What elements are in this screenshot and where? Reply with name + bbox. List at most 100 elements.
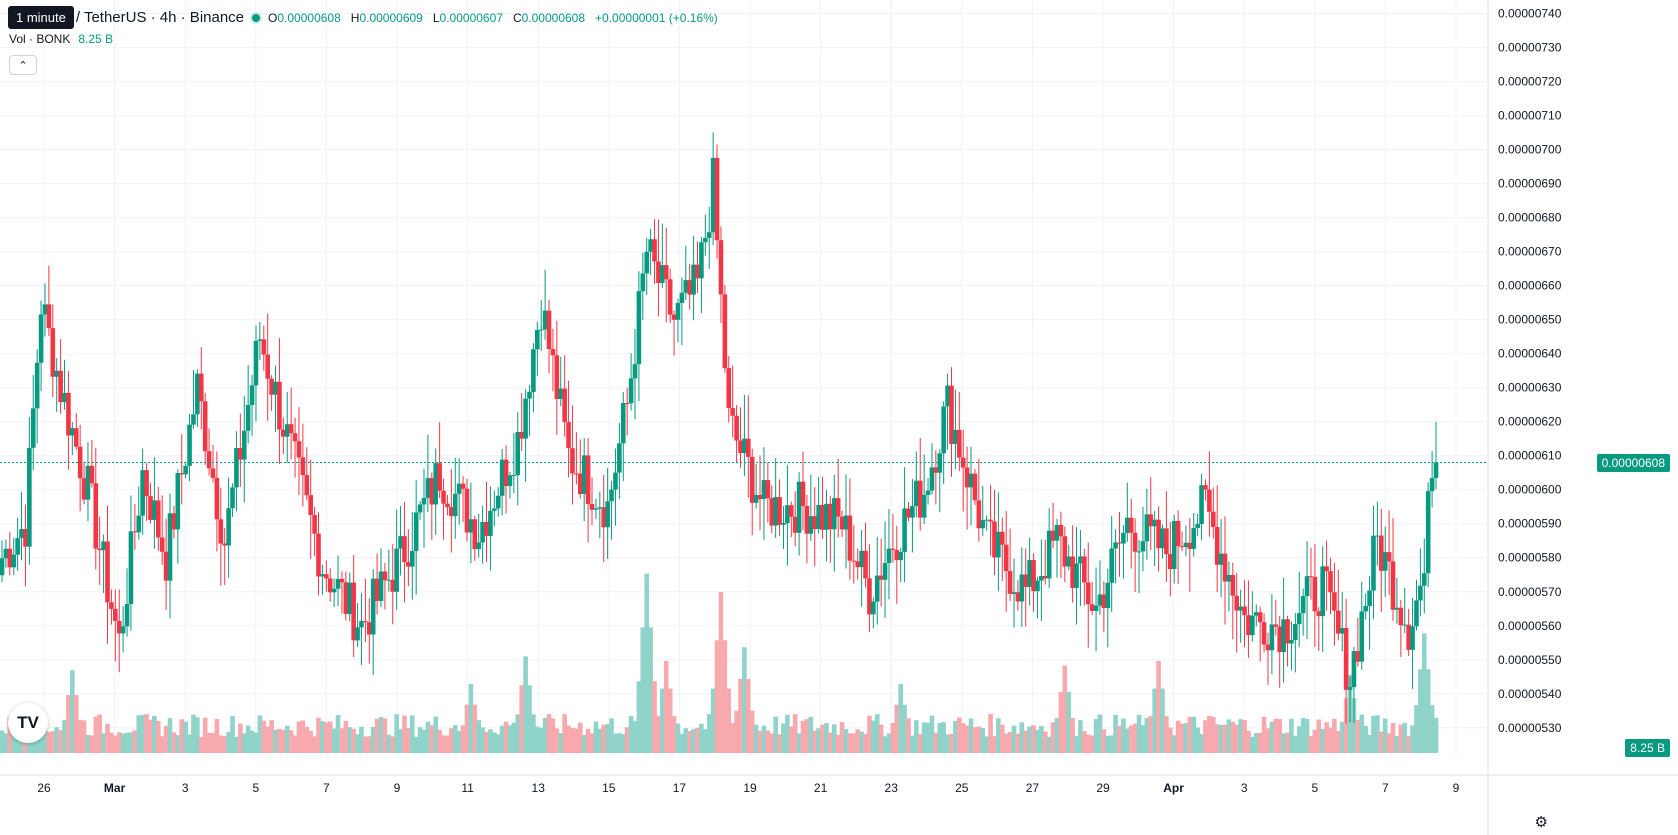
candle-body	[257, 339, 263, 341]
candle-body	[1058, 524, 1064, 537]
volume-bar	[663, 661, 669, 753]
candle-body	[191, 414, 196, 425]
volume-bar	[73, 695, 79, 753]
candle-body	[941, 406, 946, 454]
volume-bar	[722, 640, 728, 753]
candle-body	[413, 512, 419, 552]
volume-bar	[11, 726, 17, 753]
candle-body	[218, 519, 224, 544]
time-axis[interactable]: 26 Mar 3 5 7 9 11 13 15 17 19 21 23 25 27 29 Apr 3 5 7 9	[0, 774, 1678, 795]
candle-body	[152, 500, 157, 520]
volume-bar	[97, 714, 102, 753]
candle-body	[710, 157, 716, 233]
candle-body	[1343, 628, 1349, 690]
volume-bar	[710, 688, 716, 753]
volume-bar	[1058, 691, 1064, 753]
candle-body	[417, 504, 423, 513]
candle-body	[445, 503, 450, 508]
candle-body	[968, 473, 974, 488]
candle-body	[1085, 582, 1091, 605]
candle-body	[331, 588, 337, 593]
candle-body	[85, 465, 91, 500]
time-tick-label: 23	[885, 781, 899, 795]
volume-bar	[1199, 734, 1204, 753]
candle-body	[769, 498, 775, 526]
candle-body	[3, 548, 9, 559]
candle-body	[589, 503, 595, 510]
volume-bar	[89, 735, 95, 753]
volume-bar	[179, 719, 185, 753]
volume-bar	[347, 727, 353, 753]
symbol-title[interactable]: / TetherUS · 4h · Binance	[75, 9, 245, 26]
tradingview-logo[interactable]: TV	[8, 703, 48, 743]
volume-bar	[191, 714, 196, 753]
volume-bar	[609, 718, 614, 753]
volume-bar	[1113, 714, 1118, 753]
candle-body	[1023, 574, 1029, 587]
candle-body	[50, 328, 56, 377]
volume-bar	[921, 722, 927, 753]
candle-body	[277, 381, 282, 430]
candle-body	[749, 456, 755, 503]
volume-bar	[1195, 727, 1200, 753]
gear-icon[interactable]: ⚙	[1534, 814, 1548, 831]
candle-body	[284, 424, 290, 437]
candle-body	[101, 541, 106, 551]
volume-bar	[874, 714, 880, 753]
candle-body	[972, 473, 978, 501]
candle-body	[66, 392, 71, 436]
volume-bar	[464, 704, 470, 753]
candle-body	[570, 448, 575, 474]
candle-body	[691, 264, 696, 295]
candle-body	[370, 578, 376, 635]
volume-bar	[429, 725, 435, 753]
volume-bar	[914, 720, 919, 753]
volume-bar	[363, 736, 368, 753]
volume-bar	[394, 714, 399, 753]
volume-bar	[644, 573, 650, 753]
volume-bar	[695, 727, 700, 753]
candle-body	[1300, 596, 1306, 614]
volume-bar	[1324, 722, 1329, 753]
price-tick-label: 0.00000590	[1498, 517, 1562, 531]
volume-bar	[929, 715, 935, 753]
volume-bar	[359, 726, 364, 753]
volume-bar	[777, 734, 782, 753]
volume-bar	[593, 721, 599, 753]
price-tick-label: 0.00000720	[1498, 75, 1562, 89]
candle-body	[1351, 651, 1357, 688]
candle-body	[511, 475, 517, 477]
candle-body	[214, 477, 220, 520]
volume-bar	[1328, 727, 1333, 753]
volume-bar	[214, 718, 220, 753]
candle-body	[495, 495, 501, 509]
candle-body	[753, 494, 759, 503]
candle-body	[1261, 622, 1267, 645]
price-axis[interactable]: 0.00000530 0.00000540 0.00000550 0.00000560…	[1487, 0, 1562, 835]
candle-body	[1230, 575, 1236, 596]
volume-bar	[476, 720, 481, 753]
volume-bar	[636, 681, 642, 753]
candle-body	[577, 473, 583, 495]
volume-bar	[195, 717, 200, 753]
volume-bar	[245, 725, 251, 753]
volume-bar	[7, 716, 13, 753]
volume-bar	[1285, 732, 1290, 753]
candle-body	[1183, 542, 1189, 547]
volume-bar	[660, 688, 665, 753]
volume-bar	[324, 722, 329, 753]
volume-bar	[746, 678, 751, 753]
volume-bar	[957, 717, 962, 753]
candle-body	[835, 498, 841, 517]
volume-bar	[620, 734, 626, 753]
collapse-legend-button[interactable]: ⌃	[9, 55, 37, 75]
candle-body	[324, 574, 329, 579]
volume-bar	[1203, 720, 1208, 753]
volume-bar	[1363, 725, 1368, 753]
time-tick-label: 29	[1096, 781, 1110, 795]
volume-bar	[1418, 669, 1423, 753]
volume-bar	[1074, 736, 1079, 753]
volume-bar	[1332, 718, 1337, 753]
candle-body	[515, 431, 521, 476]
